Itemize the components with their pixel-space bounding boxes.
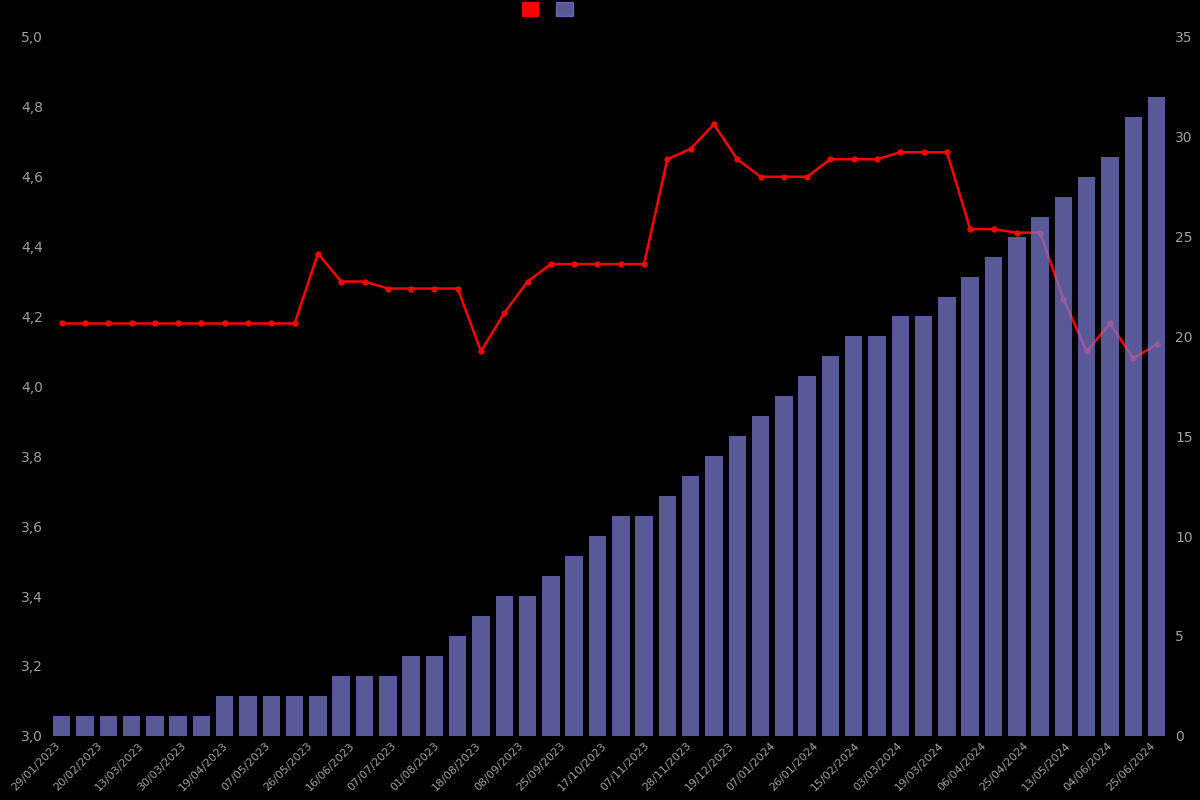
Bar bbox=[216, 696, 234, 736]
Bar bbox=[1102, 157, 1118, 736]
Bar bbox=[822, 357, 839, 736]
Bar bbox=[1031, 217, 1049, 736]
Bar bbox=[938, 297, 955, 736]
Bar bbox=[752, 416, 769, 736]
Bar bbox=[914, 317, 932, 736]
Bar bbox=[728, 436, 746, 736]
Bar bbox=[146, 716, 163, 736]
Bar bbox=[1124, 117, 1142, 736]
Bar bbox=[1078, 177, 1096, 736]
Bar bbox=[659, 496, 676, 736]
Bar bbox=[310, 696, 326, 736]
Bar bbox=[635, 516, 653, 736]
Bar bbox=[379, 676, 396, 736]
Bar bbox=[589, 536, 606, 736]
Bar bbox=[565, 556, 583, 736]
Bar bbox=[798, 376, 816, 736]
Bar bbox=[1055, 197, 1072, 736]
Bar bbox=[961, 277, 979, 736]
Bar bbox=[845, 337, 863, 736]
Bar bbox=[1148, 97, 1165, 736]
Bar bbox=[869, 337, 886, 736]
Legend: , : , bbox=[522, 2, 584, 17]
Bar bbox=[100, 716, 116, 736]
Bar bbox=[449, 636, 467, 736]
Bar bbox=[53, 716, 71, 736]
Bar bbox=[169, 716, 187, 736]
Bar bbox=[193, 716, 210, 736]
Bar bbox=[542, 576, 559, 736]
Bar bbox=[473, 616, 490, 736]
Bar bbox=[706, 456, 722, 736]
Bar bbox=[239, 696, 257, 736]
Bar bbox=[496, 596, 514, 736]
Bar bbox=[682, 476, 700, 736]
Bar bbox=[286, 696, 304, 736]
Bar bbox=[612, 516, 630, 736]
Bar bbox=[892, 317, 910, 736]
Bar bbox=[1008, 237, 1026, 736]
Bar bbox=[77, 716, 94, 736]
Bar bbox=[775, 396, 792, 736]
Bar bbox=[518, 596, 536, 736]
Bar bbox=[985, 257, 1002, 736]
Bar bbox=[402, 656, 420, 736]
Bar bbox=[263, 696, 280, 736]
Bar bbox=[355, 676, 373, 736]
Bar bbox=[122, 716, 140, 736]
Bar bbox=[332, 676, 350, 736]
Bar bbox=[426, 656, 443, 736]
